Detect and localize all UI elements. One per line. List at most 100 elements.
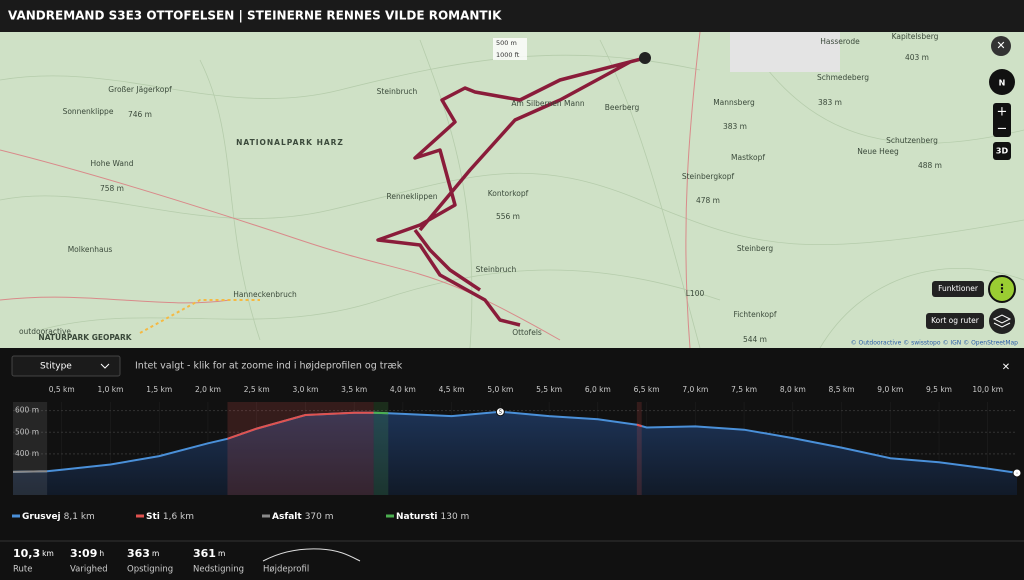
map-label: Schutzenberg (886, 136, 938, 145)
x-tick-label: 3,5 km (341, 385, 367, 394)
x-tick-label: 1,0 km (97, 385, 123, 394)
stat-label: Opstigning (127, 565, 173, 575)
profile-marker-icon: S (499, 410, 502, 416)
stat-unit: h (99, 549, 104, 558)
attribution[interactable]: © Outdooractive © swisstopo © IGN © Open… (851, 340, 1019, 347)
x-tick-label: 3,0 km (292, 385, 318, 394)
stat-unit: m (152, 549, 159, 558)
stat-number: 10,3 (13, 547, 40, 560)
stat-value: 361 m (193, 547, 225, 560)
x-tick-label: 10,0 km (972, 385, 1003, 394)
map-label: Steinbruch (476, 265, 517, 274)
filter-dropdown[interactable] (11, 355, 121, 377)
segment-shade (373, 402, 389, 495)
map-label: Fichtenkopf (733, 310, 776, 319)
profile-sparkline (262, 548, 361, 562)
y-tick-label: 600 m (15, 406, 39, 415)
trail (139, 299, 260, 334)
map-label: Beerberg (605, 103, 640, 112)
stat-number: 3:09 (70, 547, 97, 560)
stat-value: 3:09 h (70, 547, 104, 560)
stat-label: Rute (13, 565, 32, 575)
profile-marker (495, 407, 505, 417)
map-label: Hasserode (820, 37, 860, 46)
map-label: NATIONALPARK HARZ (236, 138, 344, 147)
map-label: Hanneckenbruch (233, 290, 297, 299)
functions-icon: ⋮ (996, 282, 1008, 296)
legend-name: Sti (146, 512, 160, 522)
stat-number: 361 (193, 547, 216, 560)
legend-name: Grusvej (22, 512, 61, 522)
legend-length: 130 m (441, 512, 470, 522)
legend-length: 1,6 km (163, 512, 194, 522)
compass[interactable] (989, 69, 1015, 95)
scale-box (493, 38, 527, 60)
legend-label: Grusvej 8,1 km (22, 512, 95, 522)
map-label: 544 m (743, 335, 767, 344)
layers-tooltip (926, 313, 984, 329)
x-tick-label: 8,5 km (829, 385, 855, 394)
map-label: Am Silbernen Mann (511, 99, 584, 108)
close-profile[interactable]: ✕ (1002, 362, 1010, 373)
layers-icon (992, 314, 1012, 328)
x-tick-label: 0,5 km (49, 385, 75, 394)
functions-button[interactable] (988, 275, 1016, 303)
view-3d-button[interactable] (993, 142, 1011, 160)
close-map-button[interactable] (991, 36, 1011, 56)
profile-marker (1012, 468, 1022, 478)
x-tick-label: 8,0 km (780, 385, 806, 394)
map-label: 478 m (696, 196, 720, 205)
start-marker (639, 52, 651, 64)
x-tick-label: 4,5 km (439, 385, 465, 394)
map-label: L100 (686, 289, 705, 298)
stat-label: Varighed (70, 565, 108, 575)
map-label: Hohe Wand (90, 159, 133, 168)
stat-unit: m (218, 549, 225, 558)
map-label: Kapitelsberg (892, 32, 939, 41)
x-tick-label: 7,5 km (731, 385, 757, 394)
x-tick-label: 4,0 km (390, 385, 416, 394)
x-tick-label: 2,0 km (195, 385, 221, 394)
map-label: Steinbergkopf (682, 172, 735, 181)
scale-metric: 500 m (496, 39, 517, 47)
segment-shade (227, 402, 374, 495)
legend-label: Asfalt 370 m (272, 512, 334, 522)
layers-label: Kort og ruter (931, 316, 980, 325)
elevation-chart[interactable]: 0,5 km 1,0 km 1,5 km 2,0 km 2,5 km 3,0 km 3,5 … (12, 385, 1022, 495)
town (730, 32, 840, 72)
scale-imperial: 1000 ft (496, 51, 520, 59)
layers-button[interactable] (989, 308, 1015, 334)
map-label: outdooractive (19, 327, 71, 336)
profile-marker-icon: ◦ (1016, 471, 1019, 477)
stat-unit: km (42, 549, 54, 558)
view-3d-label: 3D (996, 147, 1009, 156)
elevation-area (13, 411, 1017, 495)
x-tick-label: 9,5 km (926, 385, 952, 394)
legend-name: Natursti (396, 512, 438, 522)
segment-shade (13, 402, 48, 495)
profile-hint: Intet valgt - klik for at zoome ind i hø… (135, 361, 403, 372)
map-label: Kontorkopf (488, 189, 529, 198)
map-label: Mannsberg (713, 98, 755, 107)
x-tick-label: 1,5 km (146, 385, 172, 394)
map[interactable]: Steinbruch Am Silbernen Mann Beerberg NATIO… (0, 32, 1024, 348)
x-tick-label: 7,0 km (682, 385, 708, 394)
zoom-out[interactable]: − (997, 122, 1008, 137)
y-tick-label: 500 m (15, 427, 39, 436)
elevation-line (12, 410, 1018, 474)
dropdown-arrow (100, 363, 110, 369)
filter-label: Stitype (40, 362, 72, 372)
zoom-in[interactable]: + (997, 105, 1008, 120)
map-label: 403 m (905, 53, 929, 62)
map-label: Neue Heeg (857, 147, 899, 156)
stat-value: 10,3 km (13, 547, 54, 560)
stat-value: 363 m (127, 547, 159, 560)
zoom-controls[interactable] (993, 103, 1011, 137)
y-tick-label: 400 m (15, 449, 39, 458)
legend-label: Natursti 130 m (396, 512, 469, 522)
legend-label: Sti 1,6 km (146, 512, 194, 522)
profile-toggle[interactable]: Højdeprofil (263, 565, 309, 575)
map-label: Steinberg (737, 244, 773, 253)
map-label: Schmedeberg (817, 73, 869, 82)
